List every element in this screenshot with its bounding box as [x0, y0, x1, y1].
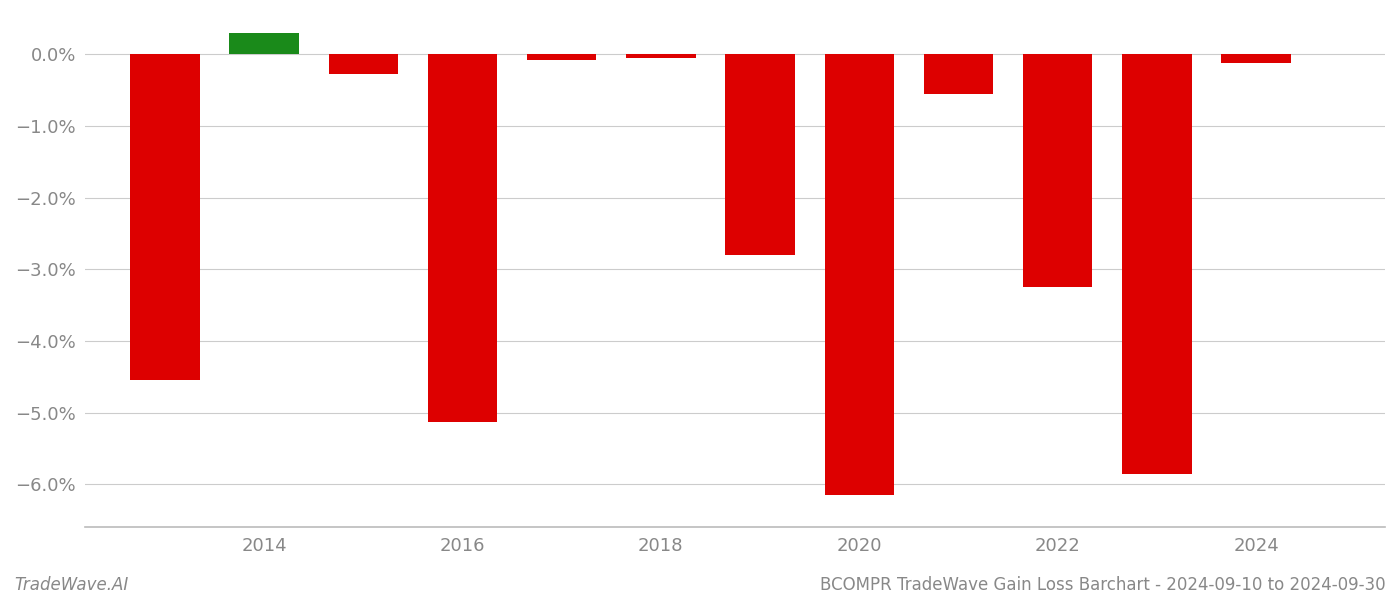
Text: TradeWave.AI: TradeWave.AI: [14, 576, 129, 594]
Text: BCOMPR TradeWave Gain Loss Barchart - 2024-09-10 to 2024-09-30: BCOMPR TradeWave Gain Loss Barchart - 20…: [820, 576, 1386, 594]
Bar: [230, 33, 298, 55]
Bar: [626, 55, 696, 58]
Bar: [526, 55, 596, 60]
Bar: [924, 55, 993, 94]
Bar: [1221, 55, 1291, 63]
Bar: [825, 55, 895, 495]
Bar: [130, 55, 200, 380]
Bar: [1123, 55, 1191, 473]
Bar: [329, 55, 398, 74]
Bar: [1023, 55, 1092, 287]
Bar: [725, 55, 795, 255]
Bar: [428, 55, 497, 422]
